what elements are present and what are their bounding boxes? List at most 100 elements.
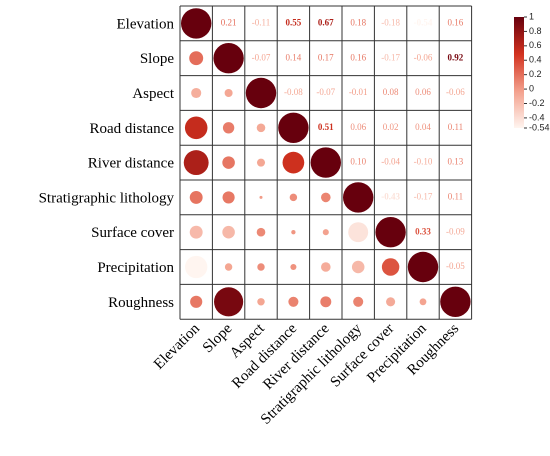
row-label: River distance <box>88 156 175 172</box>
correlation-value: -0.04 <box>381 157 400 167</box>
correlation-circle <box>213 43 244 74</box>
correlation-value: -0.17 <box>414 191 433 201</box>
correlation-value: 0.33 <box>415 226 431 236</box>
correlation-circle <box>214 287 244 317</box>
correlation-value: 0.04 <box>415 122 431 132</box>
colorbar-tick-label: 0.6 <box>529 40 542 50</box>
colorbar-tick-label: 0.8 <box>529 26 542 36</box>
correlation-circle <box>320 296 332 308</box>
correlation-circle <box>256 123 266 133</box>
correlation-circle <box>259 195 263 199</box>
correlation-circle <box>256 227 266 237</box>
correlation-value: -0.43 <box>381 191 400 201</box>
correlation-value: 0.92 <box>448 52 464 62</box>
colorbar-tick-label: 1 <box>529 11 534 21</box>
correlation-circle <box>386 297 396 307</box>
correlation-circle <box>320 262 331 272</box>
correlation-value: -0.54 <box>414 17 433 27</box>
correlation-value: -0.06 <box>414 52 433 62</box>
correlation-value: 0.51 <box>318 122 334 132</box>
correlation-circle <box>322 229 329 236</box>
correlation-circle <box>224 263 233 271</box>
correlation-circle <box>278 112 309 143</box>
correlation-value: 0.55 <box>286 17 302 27</box>
correlation-circle <box>185 255 208 279</box>
colorbar-tick-label: -0.4 <box>529 112 545 122</box>
correlation-circle <box>348 222 369 243</box>
row-label: Slope <box>140 51 175 67</box>
colorbar-tick-label: 0.4 <box>529 55 542 65</box>
correlation-circle <box>183 150 209 176</box>
correlation-value: 0.08 <box>383 87 399 97</box>
correlation-circle <box>224 88 233 98</box>
correlation-circle <box>375 217 406 248</box>
correlation-circle <box>222 191 235 204</box>
correlation-value: 0.16 <box>350 52 366 62</box>
colorbar-tick-label: -0.2 <box>529 98 545 108</box>
colorbar-tick-label: -0.54 <box>529 122 550 132</box>
correlation-value: -0.11 <box>252 17 270 27</box>
correlation-circle <box>419 298 427 306</box>
correlation-circle <box>189 190 203 204</box>
correlation-value: 0.16 <box>448 17 464 27</box>
column-label: Elevation <box>151 320 203 372</box>
correlation-circle <box>189 51 204 66</box>
correlation-value: 0.06 <box>415 87 431 97</box>
correlation-circle <box>407 251 439 283</box>
correlation-circle <box>353 296 364 307</box>
correlation-value: -0.18 <box>381 17 400 27</box>
correlation-circle <box>222 122 235 134</box>
correlation-value: -0.07 <box>316 87 335 97</box>
correlation-value: 0.10 <box>350 157 366 167</box>
correlation-value: 0.11 <box>448 191 463 201</box>
correlation-circle <box>190 295 203 308</box>
correlation-circle <box>256 158 266 167</box>
correlation-value: 0.06 <box>350 122 366 132</box>
correlation-circle <box>222 225 235 239</box>
row-label: Precipitation <box>97 260 174 276</box>
correlation-circle <box>291 230 296 235</box>
correlation-circle <box>282 151 305 174</box>
correlation-value: 0.21 <box>221 17 237 27</box>
colorbar <box>514 17 524 128</box>
correlation-value: 0.02 <box>383 122 399 132</box>
correlation-value: -0.07 <box>252 52 271 62</box>
correlation-circle <box>310 147 341 178</box>
correlation-value: 0.17 <box>318 52 334 62</box>
row-label: Stratigraphic lithology <box>39 190 175 206</box>
correlation-circle <box>289 193 298 202</box>
row-label: Surface cover <box>91 225 174 241</box>
correlation-value: 0.67 <box>318 17 334 27</box>
correlation-circle <box>189 225 203 239</box>
correlation-value: 0.18 <box>350 17 366 27</box>
correlation-circle <box>245 77 277 109</box>
colorbar-tick-label: 0 <box>529 83 534 93</box>
correlation-value: -0.01 <box>349 87 368 97</box>
correlation-circle <box>320 192 331 203</box>
correlation-circle <box>222 156 235 169</box>
correlation-circle <box>257 298 265 306</box>
correlation-circle <box>184 116 208 140</box>
correlation-value: -0.05 <box>446 261 465 271</box>
correlation-value: 0.13 <box>448 157 464 167</box>
correlation-circle <box>257 263 265 271</box>
row-label: Elevation <box>117 16 175 32</box>
correlation-value: -0.06 <box>446 87 465 97</box>
correlation-circle <box>440 286 471 317</box>
correlation-value: -0.09 <box>446 226 465 236</box>
correlation-circle <box>191 87 202 99</box>
correlation-value: 0.14 <box>286 52 302 62</box>
correlation-value: -0.08 <box>284 87 303 97</box>
correlation-circle <box>343 182 374 213</box>
correlation-value: -0.17 <box>381 52 400 62</box>
correlation-circle <box>290 263 297 271</box>
correlation-value: 0.11 <box>448 122 463 132</box>
row-label: Road distance <box>89 121 174 137</box>
correlation-value: -0.10 <box>414 157 433 167</box>
row-label: Aspect <box>132 86 174 102</box>
correlation-circle <box>381 258 400 276</box>
row-label: Roughness <box>108 295 174 311</box>
colorbar-tick-label: 0.2 <box>529 69 542 79</box>
correlation-circle <box>181 8 212 39</box>
